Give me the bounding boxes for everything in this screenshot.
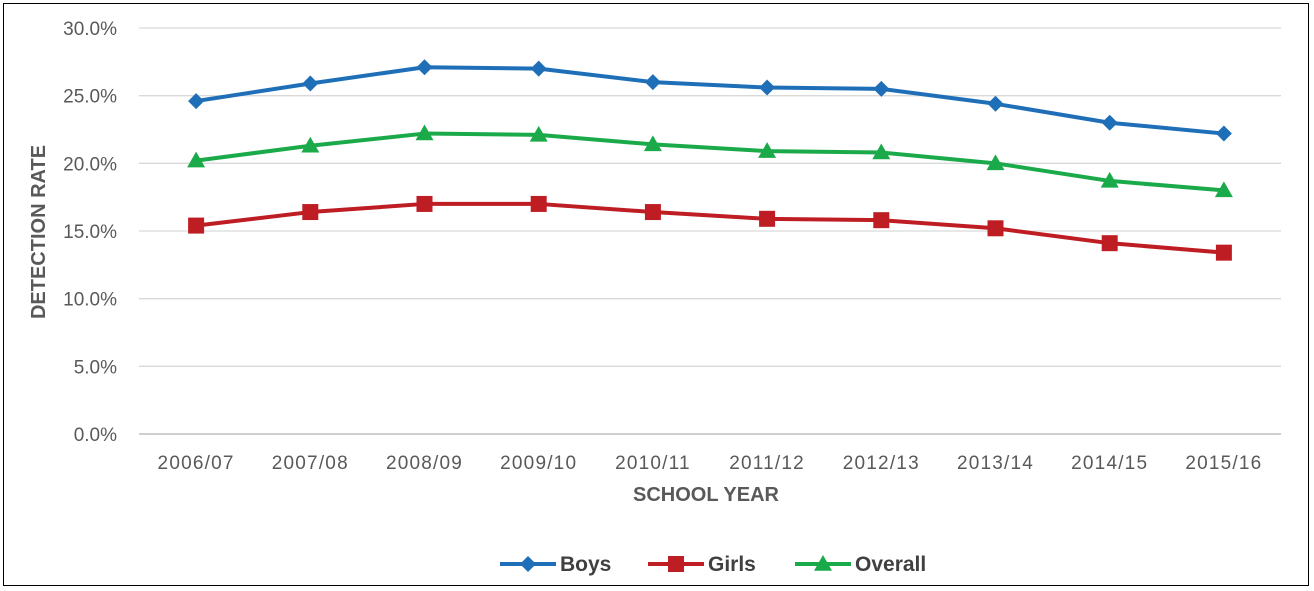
y-tick-label: 30.0%: [63, 19, 117, 40]
data-point-overall: [872, 143, 891, 160]
data-point-boys: [302, 75, 319, 92]
x-tick-label: 2011/12: [729, 453, 805, 474]
x-tick-label: 2010/11: [615, 453, 691, 474]
x-tick-label: 2006/07: [158, 453, 235, 474]
data-point-overall: [1214, 181, 1233, 198]
series-line-girls: [194, 201, 1226, 255]
legend-item-overall: Overall: [795, 553, 926, 576]
data-point-boys: [1215, 125, 1232, 142]
chart-frame: [3, 3, 1309, 586]
x-tick-label: 2012/13: [843, 453, 920, 474]
x-tick-label: 2007/08: [272, 453, 349, 474]
legend-item-girls: Girls: [648, 553, 756, 576]
data-point-girls: [1101, 235, 1118, 252]
data-point-girls: [188, 217, 205, 234]
data-point-girls: [530, 195, 547, 212]
legend-swatch-marker: [520, 556, 536, 572]
data-point-girls: [873, 212, 890, 229]
data-point-girls: [644, 204, 661, 221]
data-point-overall: [415, 124, 434, 141]
y-axis-title: DETECTION RATE: [28, 145, 50, 319]
x-tick-label: 2008/09: [386, 453, 463, 474]
data-point-girls: [416, 195, 433, 212]
legend-label: Overall: [855, 553, 926, 576]
data-point-boys: [873, 80, 890, 97]
series-line-boys: [194, 65, 1226, 136]
series-group: [187, 59, 1233, 261]
data-point-boys: [1101, 114, 1118, 131]
y-tick-label: 0.0%: [74, 425, 117, 446]
y-tick-label: 15.0%: [63, 222, 117, 243]
y-tick-label: 5.0%: [74, 357, 117, 378]
series-girls: [188, 195, 1232, 261]
legend-swatch-marker: [668, 556, 684, 572]
data-point-boys: [644, 74, 661, 91]
data-point-overall: [529, 125, 548, 142]
x-tick-label: 2014/15: [1071, 453, 1148, 474]
data-point-overall: [758, 142, 777, 158]
data-point-overall: [986, 154, 1005, 171]
legend-item-boys: Boys: [500, 553, 611, 576]
y-tick-label: 25.0%: [63, 87, 117, 108]
legend-swatch-marker: [814, 555, 832, 571]
series-line-overall: [194, 131, 1226, 193]
y-tick-labels: 0.0% 5.0% 10.0% 15.0% 20.0% 25.0% 30.0%: [63, 19, 117, 446]
y-tick-label: 10.0%: [63, 290, 117, 311]
series-boys: [188, 59, 1232, 142]
legend-label: Boys: [560, 553, 611, 576]
data-point-girls: [759, 210, 776, 227]
x-tick-label: 2013/14: [957, 453, 1034, 474]
data-point-boys: [530, 60, 547, 77]
gridlines: [139, 27, 1281, 367]
data-point-girls: [1215, 244, 1232, 261]
data-point-girls: [987, 220, 1004, 237]
data-point-overall: [187, 151, 206, 168]
y-tick-label: 20.0%: [63, 154, 117, 175]
data-point-boys: [759, 79, 776, 96]
data-point-overall: [301, 136, 320, 153]
data-point-overall: [1100, 171, 1119, 188]
series-overall: [187, 124, 1233, 198]
legend-label: Girls: [708, 553, 756, 576]
x-tick-label: 2009/10: [500, 453, 577, 474]
x-axis-title: SCHOOL YEAR: [633, 484, 780, 506]
data-point-boys: [188, 93, 205, 110]
data-point-girls: [302, 204, 319, 221]
legend: Boys Girls Overall: [500, 553, 926, 576]
x-tick-label: 2015/16: [1185, 453, 1262, 474]
data-point-boys: [987, 95, 1004, 112]
x-tick-labels: 2006/07 2007/08 2008/09 2009/10 2010/11 2011/…: [158, 453, 1262, 474]
data-point-boys: [416, 59, 433, 76]
data-point-overall: [643, 135, 662, 152]
